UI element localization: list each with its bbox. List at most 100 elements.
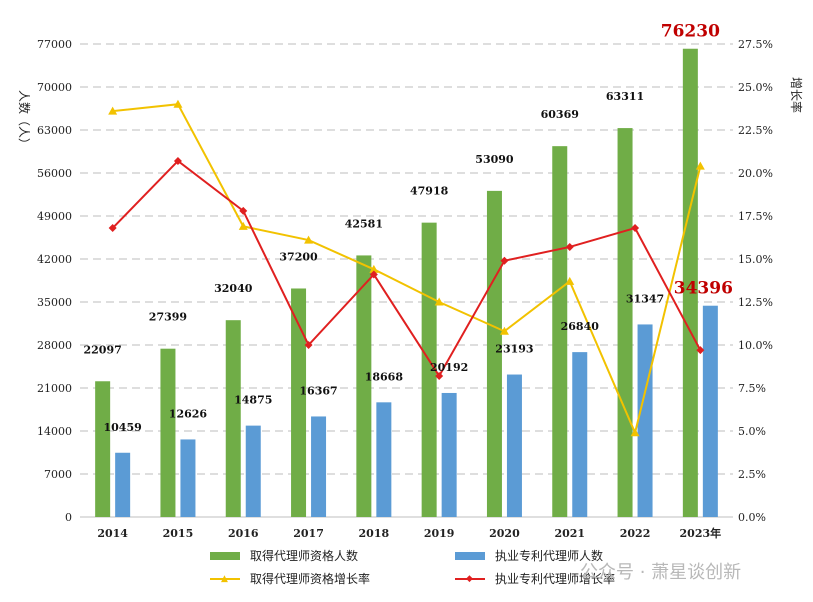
legend-item-line-qualified: ▲ 取得代理师资格增长率 — [210, 570, 370, 587]
data-label-practicing: 12626 — [169, 407, 208, 420]
y-left-tick-label: 7000 — [44, 468, 72, 481]
data-label-qualified: 60369 — [541, 108, 579, 121]
x-tick-label: 2018 — [359, 527, 390, 540]
legend-label: 执业专利代理师增长率 — [495, 572, 616, 586]
point-triangle — [434, 297, 444, 306]
bar-practicing — [245, 425, 261, 517]
y-right-tick-label: 12.5% — [738, 296, 773, 309]
data-label-qualified: 47918 — [410, 185, 449, 198]
point-triangle — [108, 106, 118, 115]
bar-qualified — [617, 128, 633, 517]
x-tick-label: 2019 — [424, 527, 455, 540]
y-right-tick-label: 15.0% — [738, 253, 773, 266]
point-diamond — [500, 256, 509, 265]
data-label-practicing: 10459 — [104, 421, 142, 434]
point-triangle — [304, 235, 314, 244]
lines — [108, 99, 705, 437]
bar-practicing — [180, 439, 196, 517]
point-diamond — [565, 242, 574, 251]
y-right-tick-label: 17.5% — [738, 210, 773, 223]
point-diamond — [369, 270, 378, 279]
point-diamond — [435, 371, 444, 380]
point-diamond — [173, 156, 182, 165]
bar-practicing — [702, 305, 718, 517]
data-label-practicing: 26840 — [561, 320, 600, 333]
point-diamond — [631, 224, 640, 233]
point-diamond — [108, 224, 117, 233]
x-tick-label: 2015 — [163, 527, 194, 540]
point-triangle — [369, 264, 379, 273]
point-triangle — [565, 276, 575, 285]
bar-qualified — [291, 288, 307, 517]
data-label-qualified: 27399 — [149, 311, 187, 324]
line-triangle — [112, 103, 702, 436]
bar-practicing — [115, 452, 131, 517]
y-left-tick-label: 63000 — [37, 124, 72, 137]
data-label-qualified: 63311 — [606, 90, 644, 103]
bar-qualified — [552, 146, 568, 517]
point-diamond — [239, 206, 248, 215]
y-left-tick-label: 49000 — [37, 210, 72, 223]
y-right-tick-label: 25.0% — [738, 81, 773, 94]
data-label-practicing: 34396 — [674, 279, 733, 299]
y-left-tick-label: 28000 — [37, 339, 72, 352]
y-right-tick-label: 0.0% — [738, 511, 766, 524]
data-label-practicing: 14875 — [234, 394, 272, 407]
x-tick-label: 2016 — [228, 527, 259, 540]
y-left-tick-label: 56000 — [37, 167, 72, 180]
x-tick-label: 2017 — [293, 527, 324, 540]
line-diamond — [111, 159, 702, 378]
legend-swatch — [455, 551, 485, 560]
y-left-tick-label: 0 — [65, 511, 72, 524]
y-left-tick-label: 70000 — [37, 81, 72, 94]
legend-label: 执业专利代理师人数 — [495, 549, 604, 563]
legend-swatch: ◆ — [455, 574, 485, 584]
y-left-tick-label: 77000 — [37, 38, 72, 51]
data-label-practicing: 18668 — [365, 370, 404, 383]
y-left-axis-title: 人数（人） — [17, 90, 32, 150]
x-tick-label: 2021 — [554, 527, 585, 540]
x-tick-label: 2022 — [620, 527, 651, 540]
bar-practicing — [637, 324, 653, 517]
legend-item-bar-practicing: 执业专利代理师人数 — [455, 547, 603, 564]
point-triangle — [499, 326, 509, 335]
bar-qualified — [356, 255, 372, 517]
bars — [95, 48, 718, 517]
data-label-qualified: 76230 — [661, 22, 720, 42]
y-right-tick-label: 20.0% — [738, 167, 773, 180]
y-left-tick-label: 14000 — [37, 425, 72, 438]
watermark: 公众号 · 萧星谈创新 — [580, 562, 742, 583]
point-triangle — [173, 99, 183, 108]
bar-qualified — [160, 348, 176, 517]
y-left-tick-label: 42000 — [37, 253, 72, 266]
x-tick-label: 2014 — [97, 527, 128, 540]
y-right-tick-label: 5.0% — [738, 425, 766, 438]
data-label-practicing: 23193 — [495, 343, 533, 356]
legend-label: 取得代理师资格增长率 — [250, 572, 371, 586]
data-label-qualified: 42581 — [345, 217, 383, 230]
y-right-tick-label: 10.0% — [738, 339, 773, 352]
bar-qualified — [682, 48, 698, 517]
legend-item-bar-qualified: 取得代理师资格人数 — [210, 547, 358, 564]
data-label-practicing: 16367 — [299, 384, 337, 397]
legend-label: 取得代理师资格人数 — [250, 549, 359, 563]
bar-qualified — [95, 381, 111, 517]
data-label-qualified: 22097 — [84, 343, 122, 356]
y-left-tick-label: 35000 — [37, 296, 72, 309]
data-label-practicing: 20192 — [430, 361, 468, 374]
bar-qualified — [225, 320, 241, 517]
y-right-tick-label: 2.5% — [738, 468, 766, 481]
data-label-qualified: 37200 — [279, 250, 318, 263]
bar-practicing — [311, 416, 327, 517]
point-triangle — [238, 221, 248, 230]
bar-practicing — [376, 402, 392, 517]
point-diamond — [304, 341, 313, 349]
data-labels: 22097 10459 27399 12626 32040 14875 37200 16367… — [84, 22, 733, 434]
point-triangle — [695, 161, 705, 170]
gridlines — [80, 43, 733, 475]
legend-swatch — [210, 551, 240, 560]
y-right-tick-label: 7.5% — [738, 382, 766, 395]
x-tick-label: 2020 — [489, 527, 520, 540]
y-right-tick-label: 22.5% — [738, 124, 773, 137]
